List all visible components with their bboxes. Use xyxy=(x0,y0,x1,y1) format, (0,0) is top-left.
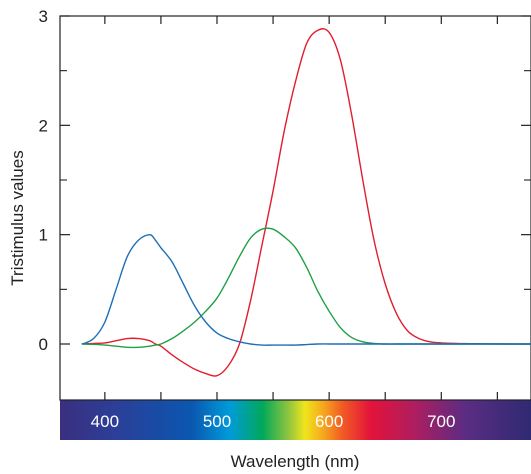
y-axis-title: Tristimulus values xyxy=(8,150,27,285)
x-tick-label: 700 xyxy=(427,412,455,431)
red-curve xyxy=(81,28,531,377)
y-tick-label: 2 xyxy=(39,116,48,135)
series-lines xyxy=(81,28,531,377)
x-axis-title: Wavelength (nm) xyxy=(231,452,360,471)
tick-marks xyxy=(60,15,531,400)
x-tick-label: 500 xyxy=(203,412,231,431)
spectrum-bar xyxy=(60,400,531,440)
plot-frame xyxy=(59,15,531,401)
x-tick-label: 600 xyxy=(315,412,343,431)
x-tick-label: 400 xyxy=(91,412,119,431)
blue-curve xyxy=(81,233,531,346)
y-tick-label: 0 xyxy=(39,335,48,354)
green-curve xyxy=(81,227,531,349)
tick-labels: 0 1 2 3 400 500 600 700 xyxy=(39,7,456,431)
y-tick-label: 3 xyxy=(39,7,48,26)
y-tick-label: 1 xyxy=(39,226,48,245)
